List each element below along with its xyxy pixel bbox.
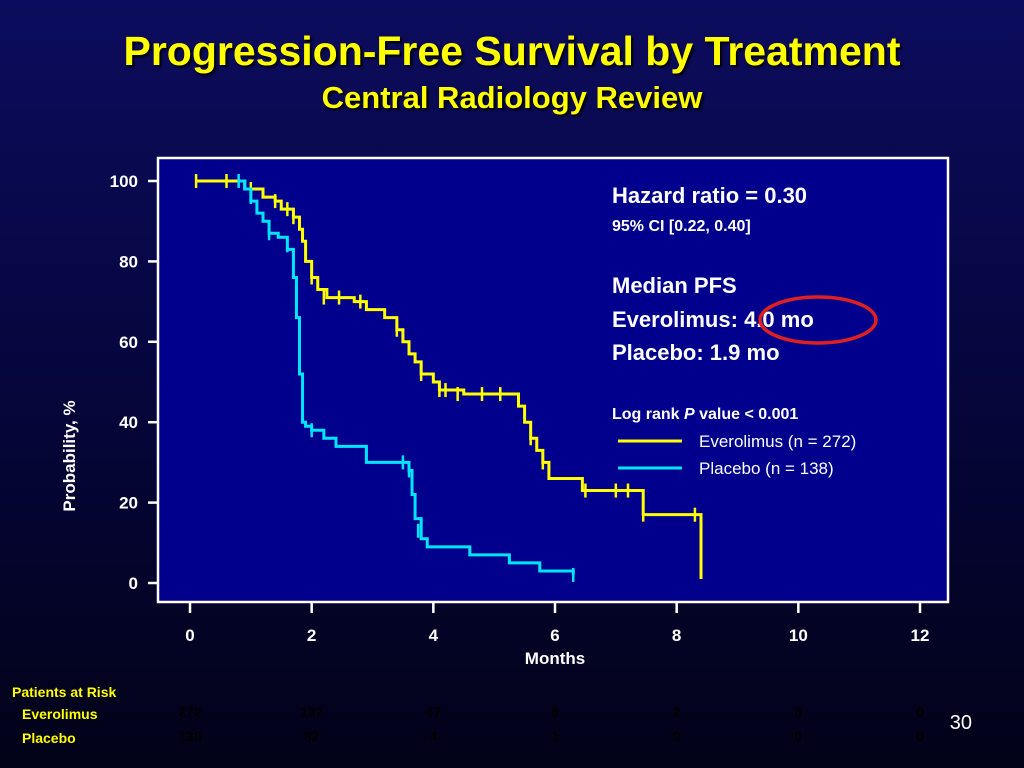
slide-number: 30	[949, 712, 972, 734]
risk-value: 138	[178, 728, 202, 744]
x-tick-label: 4	[429, 626, 439, 645]
x-tick-label: 8	[672, 626, 681, 645]
risk-value: 8	[551, 704, 559, 720]
x-tick-label: 2	[307, 626, 316, 645]
median-everolimus-text: Everolimus: 4.0 mo	[612, 307, 814, 332]
median-everolimus-label: Everolimus:	[612, 307, 738, 332]
y-tick-label: 60	[119, 333, 138, 352]
y-tick-label: 0	[129, 574, 138, 593]
slide-title: Progression-Free Survival by Treatment	[123, 28, 901, 74]
x-tick-label: 0	[185, 626, 194, 645]
x-tick-label: 6	[550, 626, 559, 645]
y-tick-label: 100	[110, 172, 138, 191]
risk-value: 0	[794, 704, 803, 720]
hazard-ratio-text: Hazard ratio = 0.30	[612, 183, 807, 208]
x-tick-label: 10	[789, 626, 808, 645]
risk-value: 1	[551, 728, 559, 744]
x-axis-label: Months	[525, 649, 585, 668]
y-tick-label: 40	[119, 413, 138, 432]
median-placebo-text: Placebo: 1.9 mo	[612, 340, 780, 365]
risk-value: 0	[672, 728, 681, 744]
series-line-placebo	[238, 179, 575, 575]
risk-value: 4	[429, 728, 438, 744]
ci-text: 95% CI [0.22, 0.40]	[612, 218, 751, 235]
curves	[194, 174, 703, 582]
slide-subtitle: Central Radiology Review	[321, 80, 703, 115]
logrank-text: Log rank P value < 0.001	[612, 406, 798, 423]
risk-value: 132	[299, 704, 324, 720]
x-tick-label: 12	[911, 626, 930, 645]
plot-frame	[156, 156, 950, 604]
risk-row-label-placebo: Placebo	[22, 730, 76, 746]
risk-value: 47	[425, 704, 442, 720]
risk-value: 0	[916, 704, 924, 720]
median-pfs-title: Median PFS	[612, 273, 737, 298]
legend-label-placebo: Placebo (n = 138)	[699, 459, 834, 478]
risk-value: 0	[916, 728, 924, 744]
risk-value: 2	[672, 704, 681, 720]
y-tick-label: 20	[119, 494, 138, 513]
risk-value: 272	[178, 704, 202, 720]
highlight-circle	[758, 295, 878, 345]
risk-value: 0	[794, 728, 803, 744]
y-axis-label: Probability, %	[60, 400, 79, 511]
y-tick-label: 80	[119, 252, 138, 271]
risk-table-title: Patients at Risk	[12, 684, 117, 700]
risk-row-label-everolimus: Everolimus	[22, 706, 98, 722]
risk-value: 32	[303, 728, 320, 744]
axes: 0 20 40 60 80 100 0 2 4 6 8 10 12	[110, 172, 930, 645]
legend-label-everolimus: Everolimus (n = 272)	[699, 432, 856, 451]
median-everolimus-value: 4.0 mo	[744, 307, 814, 332]
